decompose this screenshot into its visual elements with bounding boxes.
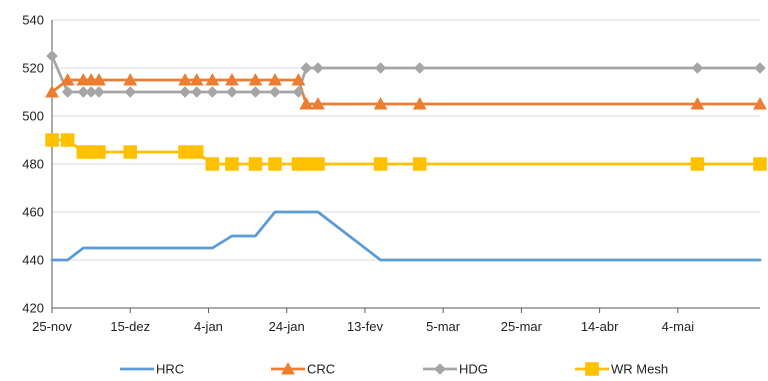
data-point-wr-mesh: [412, 157, 427, 171]
data-point-hdg: [249, 86, 262, 98]
x-tick-label: 25-mar: [501, 319, 543, 334]
data-point-crc: [60, 72, 75, 86]
y-tick-label: 480: [22, 157, 44, 172]
data-point-hdg: [413, 62, 426, 74]
data-point-hdg: [179, 86, 191, 98]
data-point-hdg: [93, 86, 105, 98]
data-point-crc: [178, 72, 192, 86]
data-point-crc: [291, 72, 306, 86]
tick-labels: 420 440 460 480 500 520 540 25-nov 15-dez 4-jan 24…: [22, 13, 694, 335]
legend: HRC CRC HDG WR Mesh: [120, 362, 668, 377]
data-point-wr-mesh: [178, 145, 192, 159]
data-point-wr-mesh: [92, 145, 106, 159]
data-point-wr-mesh: [373, 157, 388, 171]
data-point-wr-mesh: [248, 157, 263, 171]
legend-item: HDG: [423, 362, 488, 377]
data-point-crc: [123, 72, 138, 86]
legend-label: HRC: [156, 362, 184, 377]
data-point-crc: [248, 72, 263, 86]
y-tick-label: 440: [22, 253, 44, 268]
series-markers: [45, 50, 767, 171]
data-point-wr-mesh: [753, 157, 767, 171]
series-line-hrc: [50, 210, 762, 262]
series-line-wr-mesh: [50, 138, 762, 166]
x-tick-label: 4-mai: [662, 319, 695, 334]
data-point-hdg: [85, 86, 97, 98]
series-line-hdg: [50, 54, 762, 94]
data-point-crc: [299, 96, 314, 110]
data-point-wr-mesh: [299, 157, 314, 171]
data-point-wr-mesh: [225, 157, 239, 171]
data-point-crc: [373, 96, 388, 110]
x-tick-label: 4-jan: [194, 319, 223, 334]
data-point-hdg: [754, 62, 766, 74]
data-point-crc: [189, 72, 204, 86]
data-point-crc: [92, 72, 106, 86]
data-point-crc: [753, 96, 767, 110]
data-point-hdg: [300, 62, 313, 74]
series-lines: [50, 54, 762, 262]
y-tick-label: 420: [22, 301, 44, 316]
y-tick-label: 540: [22, 13, 44, 28]
data-point-crc: [205, 72, 220, 86]
y-tick-label: 520: [22, 61, 44, 76]
data-point-hdg: [46, 50, 58, 62]
data-point-wr-mesh: [189, 145, 204, 159]
legend-marker: [585, 362, 599, 376]
data-point-hdg: [206, 86, 219, 98]
x-tick-label: 25-nov: [32, 319, 72, 334]
data-point-wr-mesh: [45, 133, 59, 147]
y-tick-label: 460: [22, 205, 44, 220]
data-point-hdg: [77, 86, 90, 98]
legend-item: CRC: [271, 362, 335, 377]
x-tick-label: 24-jan: [269, 319, 305, 334]
axes: [51, 20, 760, 313]
data-point-hdg: [374, 62, 387, 74]
data-point-hdg: [691, 62, 704, 74]
legend-label: CRC: [307, 362, 335, 377]
legend-item: WR Mesh: [575, 362, 668, 377]
data-point-crc: [45, 84, 59, 98]
y-tick-label: 500: [22, 109, 44, 124]
data-point-hdg: [190, 86, 203, 98]
data-point-wr-mesh: [690, 157, 705, 171]
legend-item: HRC: [120, 362, 184, 377]
data-point-crc: [690, 96, 705, 110]
data-point-hdg: [61, 86, 74, 98]
data-point-crc: [412, 96, 427, 110]
x-tick-label: 15-dez: [110, 319, 150, 334]
legend-label: HDG: [459, 362, 488, 377]
data-point-wr-mesh: [60, 133, 75, 147]
legend-marker: [434, 363, 446, 375]
legend-label: WR Mesh: [611, 362, 668, 377]
data-point-wr-mesh: [311, 157, 325, 171]
data-point-hdg: [124, 86, 137, 98]
data-point-hdg: [269, 86, 281, 98]
legend-marker: [281, 361, 295, 375]
data-point-wr-mesh: [123, 145, 137, 159]
data-point-crc: [225, 72, 239, 86]
x-tick-label: 14-abr: [581, 319, 619, 334]
x-tick-label: 13-fev: [347, 319, 384, 334]
data-point-wr-mesh: [268, 157, 282, 171]
data-point-crc: [311, 96, 325, 110]
data-point-crc: [268, 72, 282, 86]
x-tick-label: 5-mar: [426, 319, 461, 334]
data-point-hdg: [226, 86, 238, 98]
data-point-hdg: [292, 86, 305, 98]
data-point-wr-mesh: [205, 157, 220, 171]
data-point-hdg: [312, 62, 324, 74]
